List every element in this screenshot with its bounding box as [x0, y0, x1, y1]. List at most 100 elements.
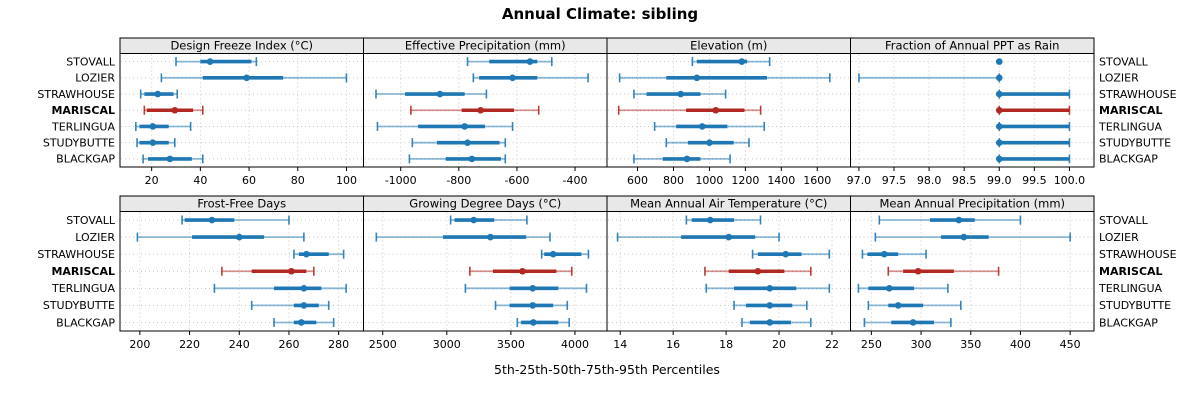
median-dot: [461, 123, 468, 130]
tick-label: 40: [193, 174, 207, 187]
tick-label: 220: [179, 338, 200, 351]
series-design-freeze-index-strawhouse: [139, 89, 179, 99]
station-label-left: BLACKGAP: [56, 153, 115, 166]
series-mean-annual-precipitation-mariscal: [887, 266, 1000, 276]
tick-label: 100: [336, 174, 357, 187]
tick-label: 1600: [803, 174, 831, 187]
tick-label: 20: [772, 338, 786, 351]
tick-label: 600: [627, 174, 648, 187]
series-growing-degree-days-studybutte: [494, 300, 569, 310]
chart-title: Annual Climate: sibling: [501, 5, 699, 23]
median-dot: [995, 155, 1003, 163]
tick-label: 60: [242, 174, 256, 187]
median-dot: [754, 267, 762, 275]
series-mean-annual-air-temperature-lozier: [616, 232, 780, 242]
series-mean-annual-precipitation-blackgap: [863, 317, 952, 327]
tick-label: 350: [960, 338, 981, 351]
tick-label: 280: [328, 338, 349, 351]
tick-label: -400: [563, 174, 588, 187]
median-dot: [530, 319, 537, 326]
median-dot: [782, 250, 789, 258]
tick-label: 4000: [561, 338, 589, 351]
panel-fraction-ppt-rain: 97.0 97.5 98.0 98.5 99.0 99.5 100.0 Fraction of…: [847, 37, 1095, 187]
station-label-left: TERLINGUA: [51, 120, 115, 133]
panel-mean-annual-air-temperature: 14 16 18 20 22 Mean Annual Air Temperature (°…: [606, 195, 851, 351]
tick-label: 400: [1010, 338, 1031, 351]
series-effective-precipitation-blackgap: [408, 154, 507, 164]
median-dot: [677, 90, 684, 98]
median-dot: [725, 233, 733, 241]
series-fraction-ppt-rain-studybutte: [995, 138, 1071, 148]
strip-title: Elevation (m): [690, 39, 767, 53]
station-label-right: LOZIER: [1099, 72, 1139, 85]
station-label-left: LOZIER: [75, 231, 115, 244]
series-elevation-mariscal: [617, 105, 762, 115]
series-effective-precipitation-mariscal: [410, 105, 540, 115]
median-dot: [683, 155, 691, 163]
series-mean-annual-air-temperature-strawhouse: [751, 249, 831, 259]
tick-label: 97.0: [847, 174, 872, 187]
median-dot: [149, 139, 157, 146]
median-dot: [436, 90, 444, 98]
strip-title: Effective Precipitation (mm): [405, 39, 566, 53]
series-growing-degree-days-terlingua: [464, 283, 588, 293]
series-elevation-terlingua: [653, 121, 766, 131]
station-label-right: STRAWHOUSE: [1099, 248, 1177, 261]
series-elevation-lozier: [618, 73, 831, 83]
median-dot: [208, 216, 216, 224]
median-dot: [487, 233, 494, 241]
median-dot: [766, 302, 774, 309]
tick-label: 98.5: [952, 174, 977, 187]
median-dot: [960, 233, 968, 241]
series-frost-free-days-blackgap: [273, 317, 335, 327]
median-dot: [529, 285, 536, 292]
tick-label: 450: [1060, 338, 1081, 351]
series-mean-annual-precipitation-lozier: [874, 232, 1071, 242]
median-dot: [894, 302, 902, 309]
series-fraction-ppt-rain-lozier: [858, 73, 1003, 83]
series-mean-annual-air-temperature-studybutte: [733, 300, 808, 310]
tick-label: 3000: [433, 338, 461, 351]
strip: [850, 37, 1095, 54]
tick-label: 14: [613, 338, 627, 351]
station-label-right: STUDYBUTTE: [1099, 299, 1171, 312]
median-dot: [706, 139, 713, 146]
median-dot: [154, 90, 162, 98]
tick-label: 1000: [695, 174, 723, 187]
median-dot: [519, 267, 526, 275]
series-design-freeze-index-stovall: [175, 57, 258, 67]
median-dot: [712, 106, 720, 114]
series-frost-free-days-studybutte: [250, 300, 330, 310]
station-label-left: STOVALL: [66, 214, 116, 227]
median-dot: [995, 139, 1003, 146]
median-dot: [766, 285, 774, 292]
tick-label: 18: [719, 338, 733, 351]
station-label-right: BLACKGAP: [1099, 153, 1158, 166]
tick-label: 200: [129, 338, 150, 351]
station-label-right: TERLINGUA: [1098, 282, 1162, 295]
series-mean-annual-precipitation-strawhouse: [861, 249, 927, 259]
panel-mean-annual-precipitation: 250 300 350 400 450 Mean Annual Precipitation…: [850, 195, 1095, 351]
station-label-left: STUDYBUTTE: [43, 299, 115, 312]
station-label-left: LOZIER: [75, 72, 115, 85]
series-mean-annual-air-temperature-blackgap: [741, 317, 812, 327]
panel-effective-precipitation: -1000 -800 -600 -400 Effective Precipitation…: [363, 37, 608, 187]
median-dot: [509, 74, 516, 82]
median-dot: [706, 216, 714, 224]
median-dot: [914, 267, 922, 275]
tick-label: 16: [666, 338, 680, 351]
station-label-left: STUDYBUTTE: [43, 136, 115, 149]
series-growing-degree-days-blackgap: [516, 317, 570, 327]
series-effective-precipitation-lozier: [472, 73, 589, 83]
median-dot: [470, 216, 478, 224]
tick-label: 250: [861, 338, 882, 351]
strip-title: Frost-Free Days: [197, 197, 286, 211]
median-dot: [526, 58, 534, 65]
median-dot: [468, 155, 476, 163]
station-label-left: MARISCAL: [51, 104, 115, 117]
station-label-left: STRAWHOUSE: [37, 88, 115, 101]
tick-label: 22: [825, 338, 839, 351]
series-effective-precipitation-stovall: [466, 57, 553, 67]
series-effective-precipitation-terlingua: [376, 121, 514, 131]
